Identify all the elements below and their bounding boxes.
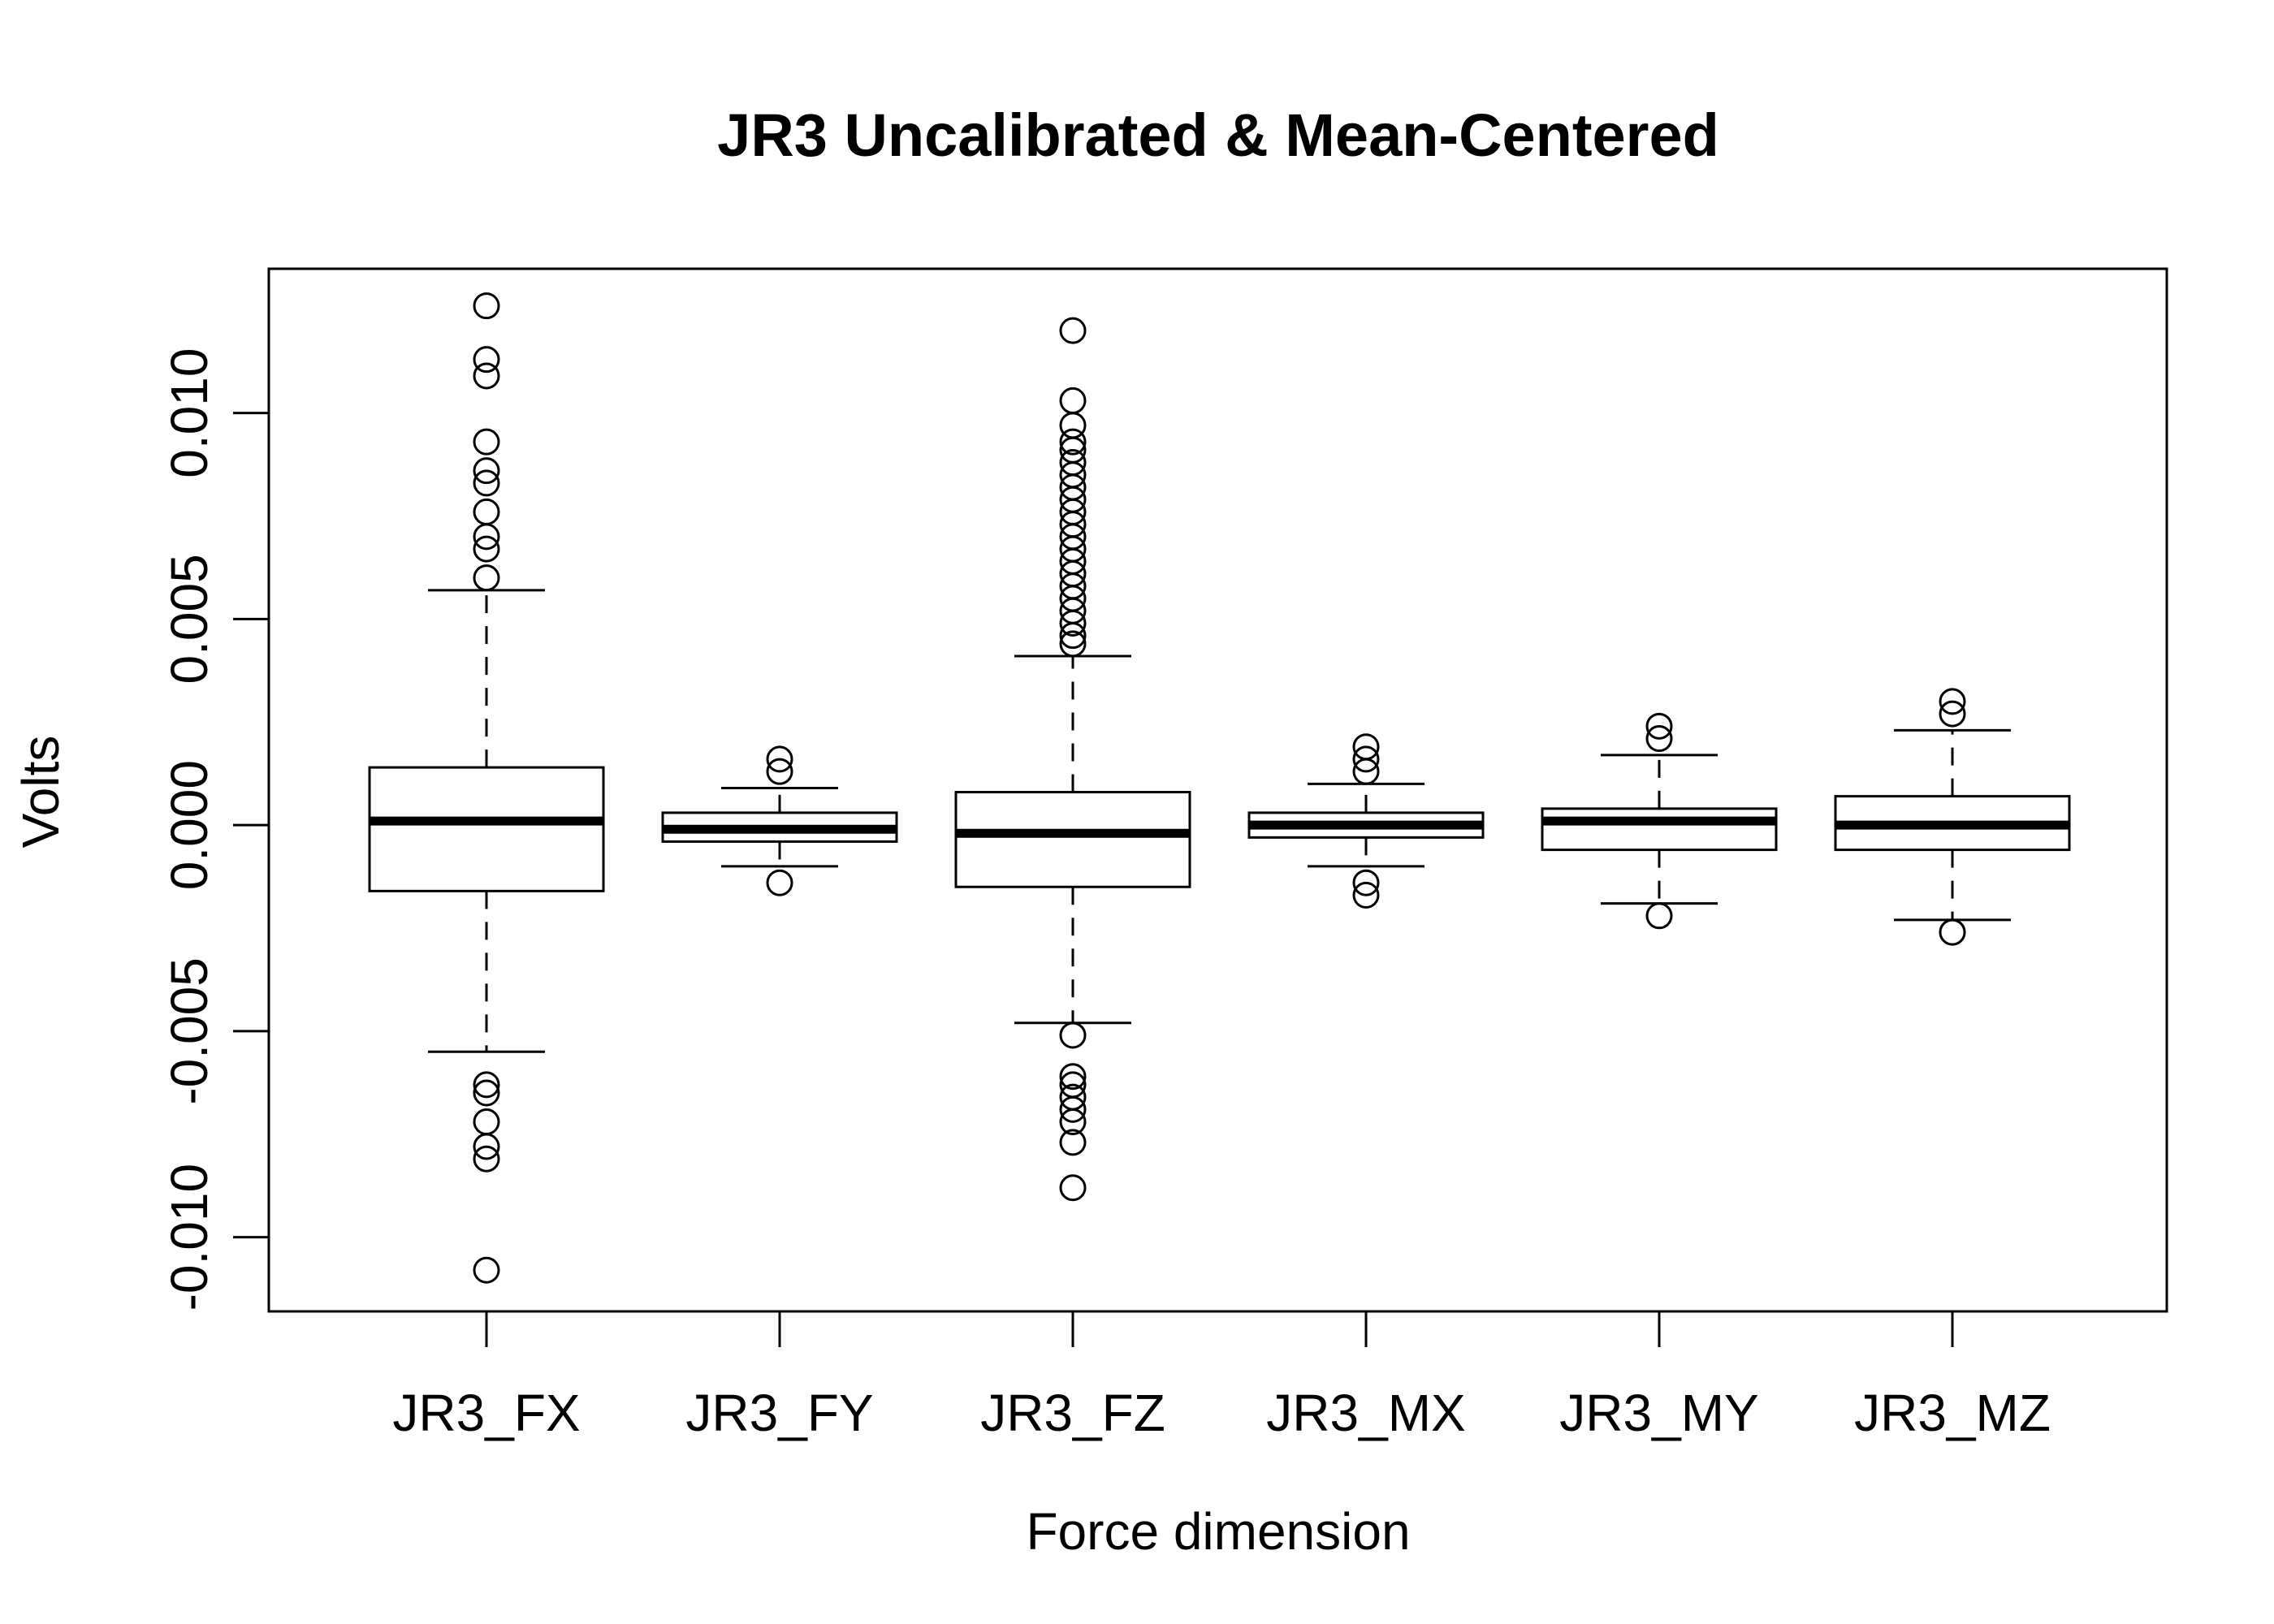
x-tick-label: JR3_FX — [392, 1384, 580, 1442]
outlier-point — [473, 1145, 500, 1173]
y-tick-label: 0.005 — [160, 554, 218, 684]
outlier-point — [1645, 902, 1673, 930]
outlier-point — [1352, 745, 1380, 773]
outlier-point — [1059, 317, 1087, 344]
outlier-point — [1645, 712, 1673, 740]
box-jr3-mx — [1247, 733, 1485, 909]
outlier-point — [1059, 1095, 1087, 1123]
box-jr3-fz — [954, 317, 1191, 1202]
outlier-point — [1059, 1108, 1087, 1136]
outlier-point — [766, 758, 793, 785]
y-axis: -0.010 -0.005 0.000 0.005 0.010 — [160, 348, 270, 1311]
outlier-point — [766, 869, 793, 896]
outlier-point — [473, 535, 500, 563]
outlier-point — [1939, 918, 1966, 946]
y-tick-label: 0.010 — [160, 348, 218, 478]
y-tick-label: -0.010 — [160, 1164, 218, 1311]
outlier-point — [473, 362, 500, 390]
outlier-point — [1352, 869, 1380, 896]
outlier-point — [1352, 881, 1380, 909]
box-jr3-my — [1541, 712, 1778, 930]
outlier-point — [1939, 700, 1966, 728]
outlier-point — [473, 1133, 500, 1160]
outlier-point — [1059, 630, 1087, 658]
outlier-point — [1059, 622, 1087, 650]
box-rect — [1541, 807, 1778, 852]
outlier-point — [473, 346, 500, 374]
outlier-point — [1059, 1129, 1087, 1156]
outlier-point — [473, 1079, 500, 1107]
outlier-point — [1059, 387, 1087, 414]
box-rect — [368, 766, 605, 892]
box-jr3-fx — [368, 292, 605, 1284]
outlier-point — [473, 498, 500, 525]
outlier-point — [1645, 725, 1673, 753]
boxes-group — [368, 292, 2071, 1284]
outlier-point — [473, 428, 500, 456]
x-tick-label: JR3_FZ — [980, 1384, 1165, 1442]
x-axis: JR3_FX JR3_FY JR3_FZ JR3_MX JR3_MY JR3_MZ — [392, 1310, 2051, 1442]
outlier-point — [1059, 428, 1087, 456]
outlier-point — [473, 1108, 500, 1136]
box-jr3-mz — [1834, 688, 2071, 946]
x-tick-label: JR3_MZ — [1854, 1384, 2051, 1442]
outlier-point — [473, 292, 500, 320]
y-axis-label: Volts — [11, 736, 70, 849]
box-rect — [954, 791, 1191, 888]
y-tick-label: 0.000 — [160, 760, 218, 890]
x-tick-label: JR3_MY — [1559, 1384, 1758, 1442]
box-jr3-fy — [661, 745, 898, 896]
outlier-point — [1939, 688, 1966, 715]
outlier-point — [473, 457, 500, 485]
outlier-point — [1059, 1021, 1087, 1049]
outlier-point — [473, 564, 500, 592]
outlier-point — [473, 1256, 500, 1284]
outlier-point — [473, 1071, 500, 1099]
outlier-point — [473, 469, 500, 497]
outlier-point — [766, 745, 793, 773]
outlier-point — [473, 523, 500, 551]
outlier-point — [1059, 609, 1087, 637]
outlier-point — [1059, 1063, 1087, 1091]
x-tick-label: JR3_MX — [1266, 1384, 1465, 1442]
x-axis-label: Force dimension — [1026, 1502, 1410, 1561]
outlier-point — [1059, 1174, 1087, 1202]
x-tick-label: JR3_FY — [685, 1384, 873, 1442]
outlier-point — [1352, 758, 1380, 785]
chart-title: JR3 Uncalibrated & Mean-Centered — [717, 102, 1719, 169]
y-tick-label: -0.005 — [160, 957, 218, 1104]
